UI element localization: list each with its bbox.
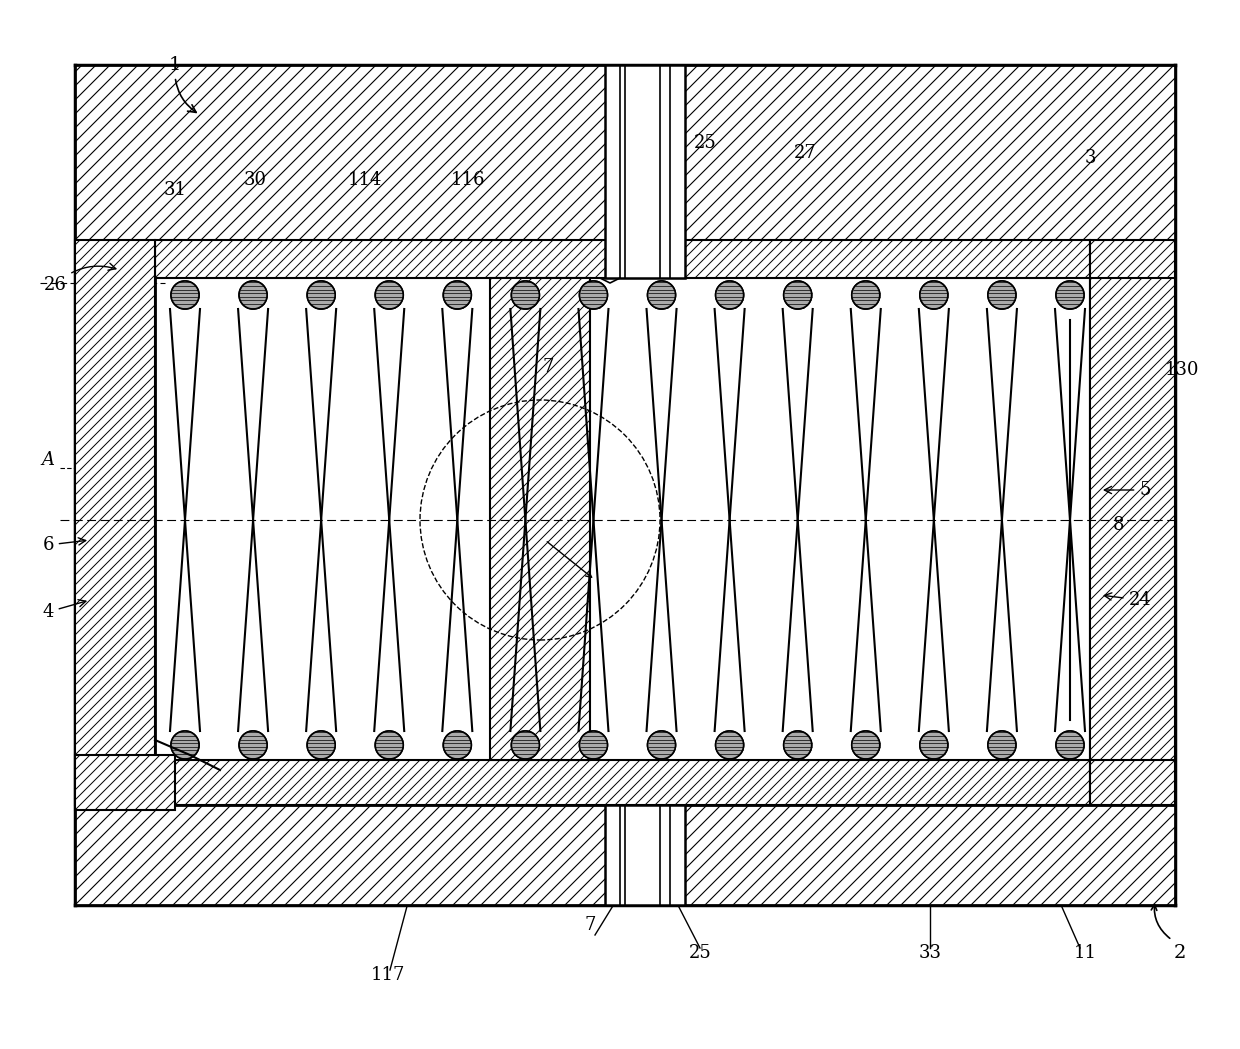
Circle shape (852, 731, 879, 759)
Polygon shape (444, 281, 471, 309)
Text: 114: 114 (347, 171, 382, 189)
Text: 7: 7 (584, 916, 595, 934)
Text: 116: 116 (451, 171, 485, 189)
Polygon shape (308, 731, 335, 759)
Circle shape (715, 731, 744, 759)
Text: 26: 26 (43, 263, 115, 294)
Polygon shape (511, 731, 539, 759)
Polygon shape (784, 281, 812, 309)
Circle shape (579, 281, 608, 309)
Circle shape (1056, 281, 1084, 309)
Text: 4: 4 (42, 600, 86, 621)
Circle shape (647, 731, 676, 759)
Bar (605, 805, 684, 905)
Polygon shape (647, 731, 676, 759)
Bar (155, 270, 1090, 770)
Bar (155, 240, 1090, 278)
Circle shape (376, 281, 403, 309)
Polygon shape (715, 731, 744, 759)
Circle shape (239, 731, 267, 759)
Circle shape (171, 281, 198, 309)
Polygon shape (171, 731, 198, 759)
Text: 25: 25 (688, 944, 712, 962)
Polygon shape (239, 281, 267, 309)
Bar (605, 65, 684, 278)
Bar (155, 759, 1090, 805)
Text: 117: 117 (371, 966, 405, 984)
Circle shape (1056, 731, 1084, 759)
Polygon shape (920, 731, 947, 759)
Circle shape (715, 281, 744, 309)
Text: 3: 3 (1084, 149, 1096, 167)
Polygon shape (376, 731, 403, 759)
Circle shape (444, 281, 471, 309)
Text: 31: 31 (164, 181, 186, 199)
Bar (1090, 278, 1176, 759)
Polygon shape (239, 731, 267, 759)
Polygon shape (376, 281, 403, 309)
Text: A: A (41, 451, 55, 469)
Text: 8: 8 (1112, 516, 1123, 534)
Polygon shape (647, 281, 676, 309)
Circle shape (376, 731, 403, 759)
Circle shape (784, 281, 812, 309)
Polygon shape (852, 281, 879, 309)
Text: 6: 6 (42, 536, 86, 554)
Text: 7: 7 (542, 358, 554, 376)
Circle shape (920, 731, 947, 759)
Text: 33: 33 (919, 944, 941, 962)
Circle shape (308, 281, 335, 309)
Polygon shape (444, 731, 471, 759)
Polygon shape (579, 731, 608, 759)
Text: 24: 24 (1105, 591, 1152, 609)
Circle shape (171, 731, 198, 759)
Circle shape (647, 281, 676, 309)
Polygon shape (988, 281, 1016, 309)
Polygon shape (852, 731, 879, 759)
Circle shape (852, 281, 879, 309)
Text: 11: 11 (1074, 944, 1096, 962)
Circle shape (511, 281, 539, 309)
Circle shape (239, 281, 267, 309)
Polygon shape (784, 731, 812, 759)
Text: 5: 5 (1105, 481, 1151, 499)
Circle shape (579, 731, 608, 759)
Polygon shape (715, 281, 744, 309)
Bar (490, 278, 590, 759)
Polygon shape (171, 281, 198, 309)
Text: 7: 7 (632, 144, 644, 162)
Polygon shape (920, 281, 947, 309)
Text: 130: 130 (1166, 361, 1199, 379)
Circle shape (444, 731, 471, 759)
Bar (74, 65, 1176, 240)
Polygon shape (511, 281, 539, 309)
Circle shape (988, 731, 1016, 759)
Polygon shape (308, 281, 335, 309)
Text: 27: 27 (794, 144, 816, 162)
Circle shape (511, 731, 539, 759)
Text: 1: 1 (169, 56, 196, 112)
Bar (74, 240, 155, 805)
Text: 30: 30 (243, 171, 267, 189)
Circle shape (920, 281, 947, 309)
Circle shape (308, 731, 335, 759)
Polygon shape (1056, 281, 1084, 309)
Bar (74, 805, 1176, 905)
Bar (74, 755, 175, 810)
Circle shape (784, 731, 812, 759)
Text: 2: 2 (1174, 944, 1187, 962)
Bar (1090, 240, 1176, 805)
Text: 25: 25 (693, 134, 717, 152)
Circle shape (988, 281, 1016, 309)
Polygon shape (579, 281, 608, 309)
Polygon shape (988, 731, 1016, 759)
Polygon shape (1056, 731, 1084, 759)
